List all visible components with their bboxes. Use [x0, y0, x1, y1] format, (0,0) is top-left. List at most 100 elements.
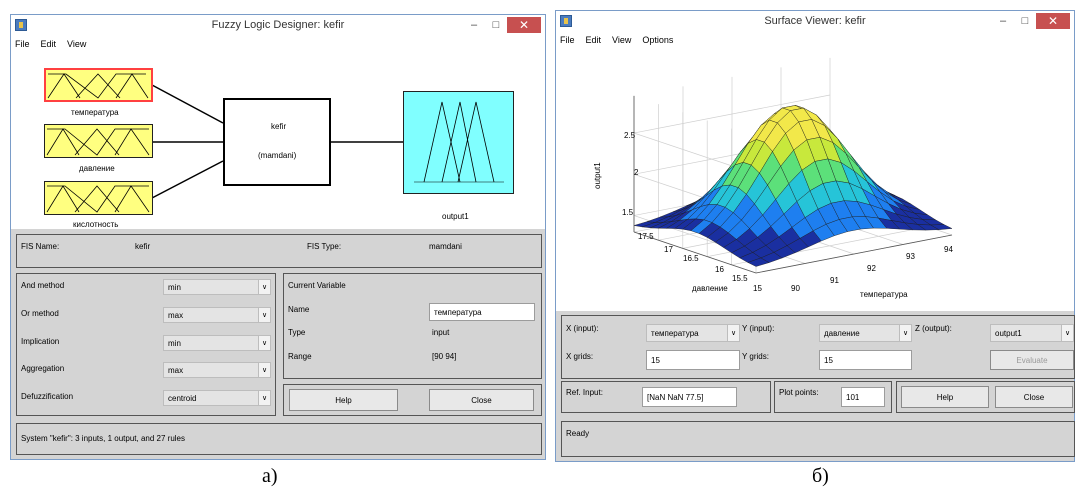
minimize-button[interactable]: – [470, 19, 478, 31]
chevron-down-icon: ∨ [727, 325, 739, 341]
membership-functions-icon [46, 185, 150, 213]
x-grids-input[interactable]: 15 [646, 350, 740, 370]
input-mf-box-acidity[interactable] [44, 181, 153, 215]
fuzzy-logic-designer-window: Fuzzy Logic Designer: kefir – □ ✕ File E… [10, 14, 546, 460]
menu-file[interactable]: File [15, 39, 30, 49]
close-window-button[interactable]: ✕ [1036, 13, 1070, 29]
variable-type-label: Type [288, 328, 306, 337]
system-type: (mamdani) [258, 151, 297, 160]
variable-range-value: [90 94] [432, 352, 457, 361]
plot-points-label: Plot points: [779, 388, 819, 397]
connector-line [151, 84, 224, 124]
title-bar: Fuzzy Logic Designer: kefir – □ ✕ [11, 15, 545, 35]
menu-edit[interactable]: Edit [40, 39, 57, 49]
status-panel: Ready [561, 421, 1075, 457]
chevron-down-icon: ∨ [258, 391, 270, 405]
variable-name-input[interactable]: температура [429, 303, 535, 321]
y-tick: 16.5 [683, 254, 699, 263]
x-input-label: X (input): [566, 324, 599, 333]
chevron-down-icon: ∨ [1061, 325, 1073, 341]
input-label-pressure: давление [79, 164, 115, 173]
input-mf-box-pressure[interactable] [44, 124, 153, 158]
fis-system-box[interactable]: kefir (mamdani) [223, 98, 331, 186]
surface-viewer-window: Surface Viewer: kefir – □ ✕ File Edit Vi… [555, 10, 1075, 462]
figure-caption-a: a) [262, 465, 278, 487]
x-tick: 91 [830, 276, 839, 285]
close-window-button[interactable]: ✕ [507, 17, 541, 33]
x-axis-label: температура [860, 290, 908, 299]
y-tick: 17.5 [638, 232, 654, 241]
y-tick: 16 [715, 265, 724, 274]
z-output-select[interactable]: output1 ∨ [990, 324, 1074, 342]
aggregation-label: Aggregation [21, 364, 65, 373]
menu-file[interactable]: File [560, 35, 575, 45]
x-input-select[interactable]: температура ∨ [646, 324, 740, 342]
status-panel: System "kefir": 3 inputs, 1 output, and … [16, 423, 542, 455]
y-tick: 17 [664, 245, 673, 254]
variable-name-label: Name [288, 305, 310, 314]
help-button[interactable]: Help [901, 386, 989, 408]
y-input-label: Y (input): [742, 324, 775, 333]
chevron-down-icon: ∨ [258, 280, 270, 294]
menu-view[interactable]: View [67, 39, 87, 49]
chevron-down-icon: ∨ [258, 363, 270, 377]
menu-edit[interactable]: Edit [585, 35, 602, 45]
plot-points-input[interactable]: 101 [841, 387, 885, 407]
defuzzification-select[interactable]: centroid ∨ [163, 390, 271, 406]
axis-selection-panel: X (input): температура ∨ Y (input): давл… [561, 315, 1075, 379]
implication-select[interactable]: min ∨ [163, 335, 271, 351]
close-button[interactable]: Close [995, 386, 1073, 408]
y-tick: 15.5 [732, 274, 748, 283]
x-grids-label: X grids: [566, 352, 594, 361]
grid-line [755, 234, 953, 274]
output-mf-box[interactable] [403, 91, 514, 194]
current-variable-panel: Current Variable Name температура Type i… [283, 273, 542, 379]
surface-patch [930, 224, 953, 230]
menu-options[interactable]: Options [642, 35, 674, 45]
system-name: kefir [271, 122, 287, 131]
action-buttons-panel: Help Close [896, 381, 1075, 413]
fis-name-label: FIS Name: [21, 242, 60, 251]
fis-info-panel: FIS Name: kefir FIS Type: mamdani [16, 234, 542, 268]
diagram-connections [151, 84, 403, 199]
z-output-label: Z (output): [915, 324, 952, 333]
figure-caption-b: б) [812, 465, 829, 487]
input-label-temperature: температура [71, 108, 119, 117]
menu-bar: File Edit View [11, 35, 545, 53]
surface-plot[interactable]: output1 температура давление 2.5 2 1.5 1… [556, 49, 1074, 311]
y-axis-label: давление [692, 284, 728, 293]
chevron-down-icon: ∨ [258, 336, 270, 350]
input-mf-box-temperature[interactable] [44, 68, 153, 102]
maximize-button[interactable]: □ [1021, 15, 1029, 27]
grid-line [633, 231, 757, 274]
window-title: Fuzzy Logic Designer: kefir [211, 19, 345, 31]
status-text: Ready [566, 429, 590, 438]
minimize-button[interactable]: – [999, 15, 1007, 27]
ref-input-field[interactable]: [NaN NaN 77.5] [642, 387, 737, 407]
evaluate-button[interactable]: Evaluate [990, 350, 1074, 370]
aggregation-select[interactable]: max ∨ [163, 362, 271, 378]
or-method-label: Or method [21, 309, 59, 318]
z-tick: 1.5 [622, 208, 634, 217]
methods-panel: And method min ∨ Or method max ∨ Implica… [16, 273, 276, 416]
z-tick: 2 [634, 168, 639, 177]
fis-type-value: mamdani [429, 242, 462, 251]
membership-functions-icon [47, 73, 149, 99]
menu-view[interactable]: View [612, 35, 632, 45]
grid-line [633, 94, 831, 134]
surface-plot-area: output1 температура давление 2.5 2 1.5 1… [556, 49, 1074, 311]
y-input-select[interactable]: давление ∨ [819, 324, 912, 342]
or-method-select[interactable]: max ∨ [163, 307, 271, 323]
chevron-down-icon: ∨ [899, 325, 911, 341]
y-grids-input[interactable]: 15 [819, 350, 912, 370]
matlab-app-icon [560, 15, 572, 27]
surface-mesh [633, 105, 953, 267]
help-button[interactable]: Help [289, 389, 398, 411]
ref-input-label: Ref. Input: [566, 388, 603, 397]
close-button[interactable]: Close [429, 389, 534, 411]
and-method-select[interactable]: min ∨ [163, 279, 271, 295]
variable-type-value: input [432, 328, 450, 337]
z-tick: 2.5 [624, 131, 636, 140]
maximize-button[interactable]: □ [492, 19, 500, 31]
y-tick: 15 [753, 284, 762, 293]
